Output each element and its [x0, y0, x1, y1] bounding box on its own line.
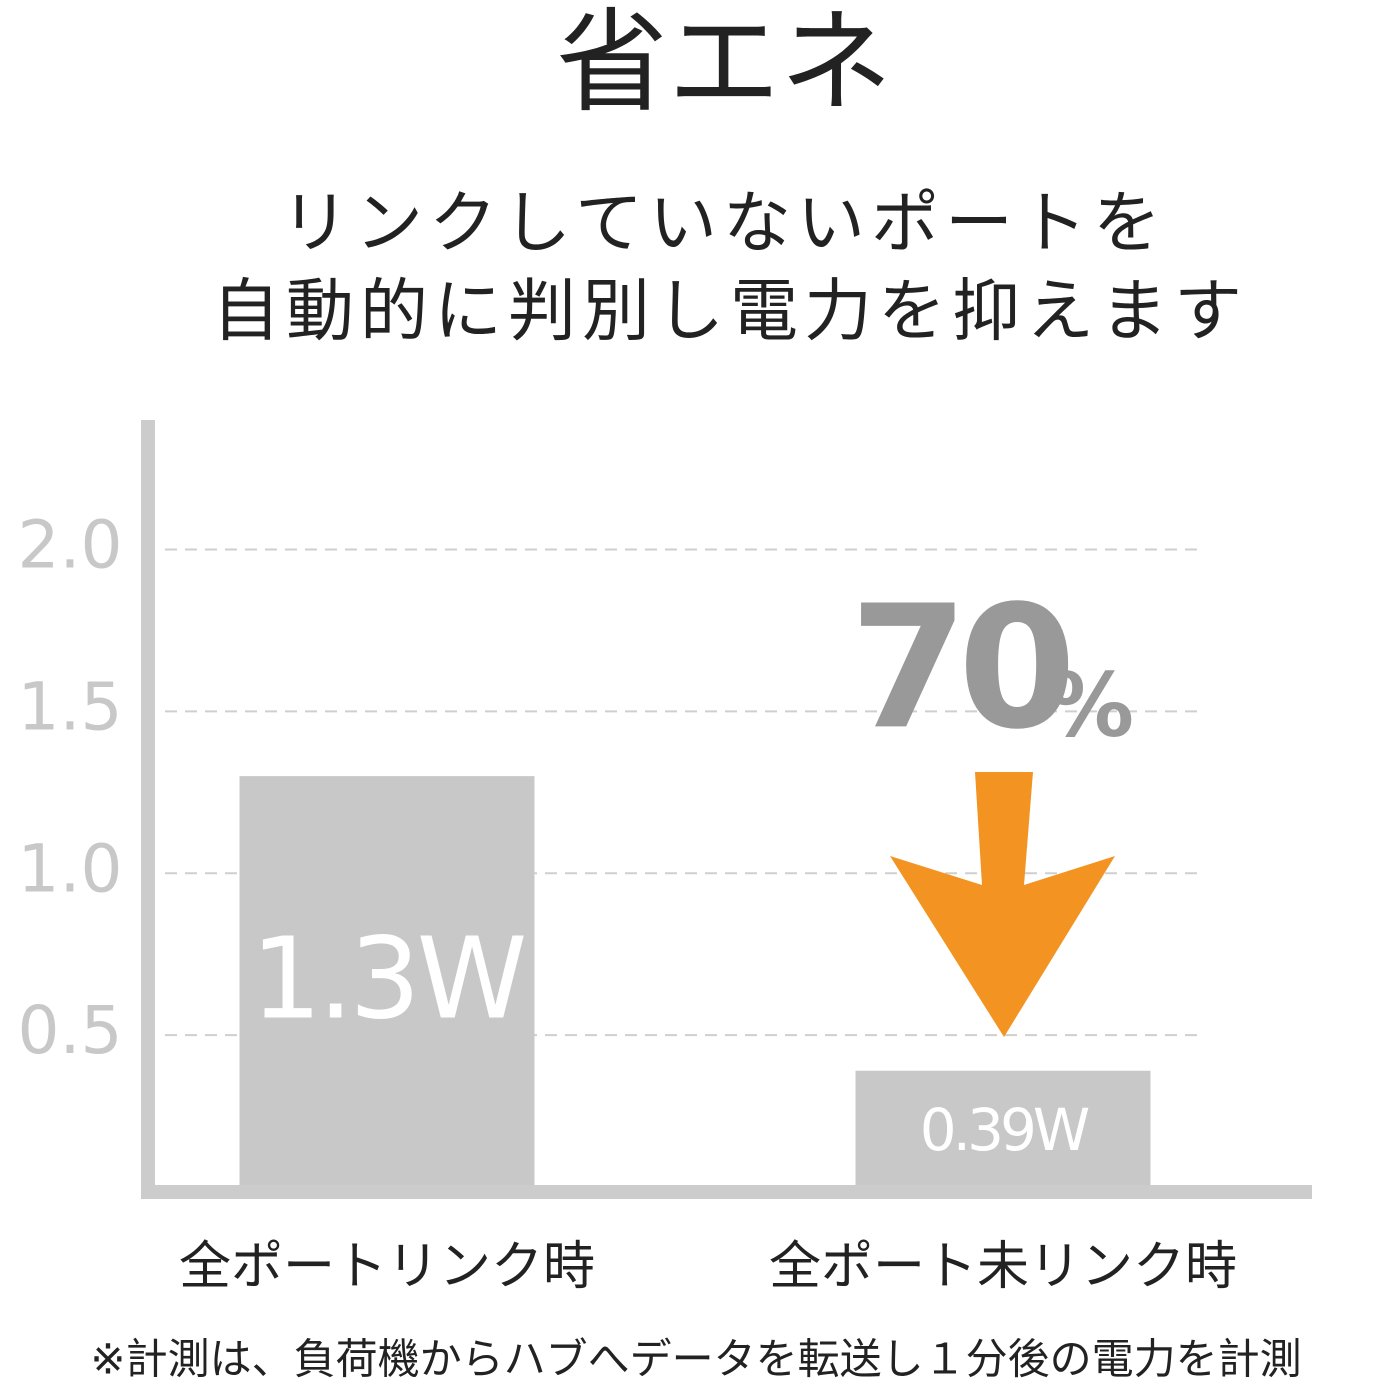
- footnote: ※計測は、負荷機からハブへデータを転送し１分後の電力を計測: [90, 1335, 1301, 1384]
- y-tick-label: 1.5: [18, 668, 123, 745]
- annotation-value: 70: [850, 569, 1069, 767]
- annotation-unit: %: [1046, 654, 1134, 757]
- value-label: 1.3W: [251, 914, 525, 1044]
- bar: [239, 776, 535, 1197]
- y-tick-label: 2.0: [18, 507, 123, 584]
- value-label: 0.39W: [920, 1096, 1089, 1164]
- y-tick-label: 0.5: [18, 992, 123, 1069]
- bar: [855, 1070, 1151, 1197]
- subtitle: 自動的に判別し電力を抑えます: [212, 273, 1248, 352]
- y-tick-label: 1.0: [18, 830, 123, 907]
- arrow: [890, 772, 1115, 1037]
- x-tick-label: 全ポート未リンク時: [769, 1237, 1237, 1297]
- chart-title: 省エネ: [556, 0, 892, 128]
- x-tick-label: 全ポートリンク時: [179, 1237, 595, 1297]
- subtitle: リンクしていないポートを: [281, 185, 1167, 264]
